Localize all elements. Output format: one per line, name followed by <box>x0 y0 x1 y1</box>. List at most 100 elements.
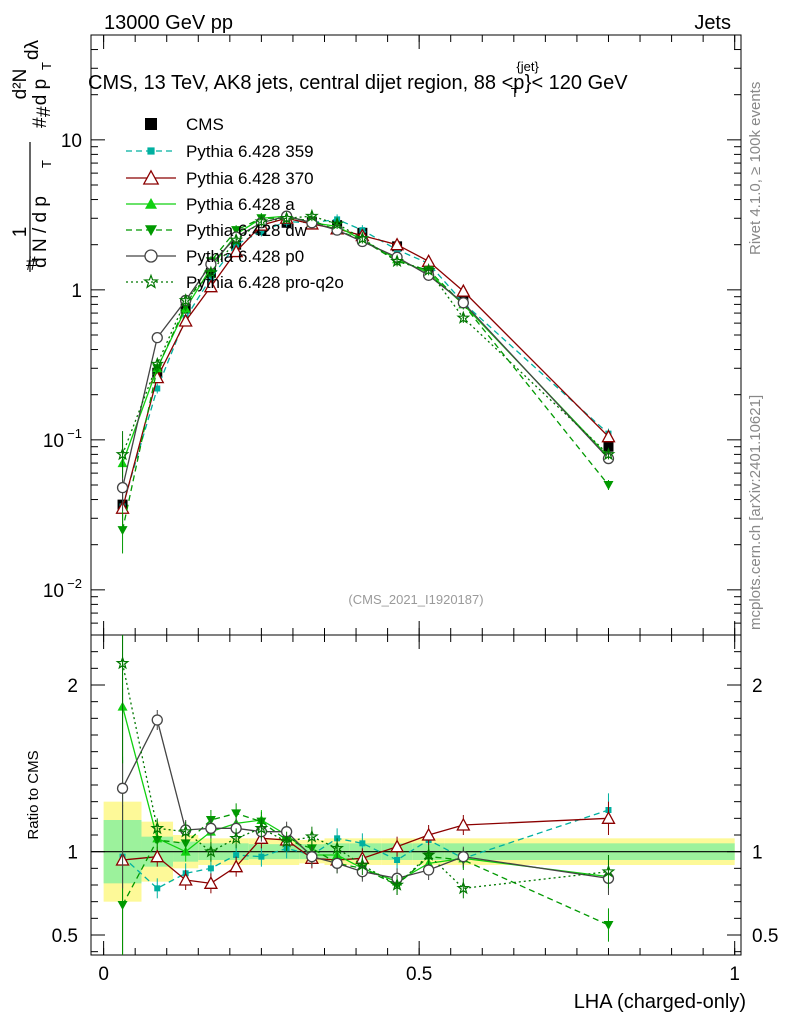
ratio-point <box>116 782 129 794</box>
ratio-y-tick-label: 2 <box>67 676 78 697</box>
ratio-point <box>330 840 344 855</box>
ratio-y-tick-label: 0.5 <box>52 926 78 947</box>
legend-label: CMS <box>186 115 224 134</box>
x-tick-label: 0 <box>98 964 109 985</box>
ratio-point <box>331 857 343 869</box>
data-point <box>421 262 436 277</box>
data-point <box>203 279 218 293</box>
ylabel-dpt: d p <box>30 79 51 105</box>
ratio-point <box>390 877 404 891</box>
series-pythia-6-428-pro-q2o <box>115 208 616 478</box>
legend-entry: Pythia 6.428 dw <box>126 221 308 240</box>
ratio-point <box>151 714 163 726</box>
category-label: Jets <box>694 12 731 34</box>
legend-entry: Pythia 6.428 pro-q2o <box>126 273 344 292</box>
data-point <box>229 232 244 246</box>
ratio-point <box>154 885 161 892</box>
data-point <box>178 293 193 307</box>
x-tick-label: 1 <box>729 964 740 985</box>
series-layer <box>115 208 616 955</box>
data-point <box>231 226 242 236</box>
data-point <box>154 385 161 392</box>
data-point <box>390 254 404 268</box>
legend-marker <box>143 273 159 289</box>
mcplots-label: mcplots.cern.ch [arXiv:2401.10621] <box>747 395 764 630</box>
legend-marker <box>145 198 157 209</box>
data-point <box>229 244 244 258</box>
analysis-id: (CMS_2021_I1920187) <box>348 592 483 607</box>
data-point <box>254 214 269 228</box>
rivet-label: Rivet 4.1.0, ≥ 100k events <box>747 82 764 255</box>
data-point <box>456 310 471 324</box>
ratio-point <box>203 875 218 889</box>
ratio-point <box>601 864 616 878</box>
title-sub: T <box>511 85 519 100</box>
ratio-ylabel: Ratio to CMS <box>25 750 42 839</box>
ratio-y-tick-label-right: 2 <box>752 676 763 697</box>
ratio-point <box>231 809 242 819</box>
ratio-pythia-6-428-pro-q2o <box>115 635 616 899</box>
ylabel-d2n: d²N <box>10 69 31 100</box>
legend-label: Pythia 6.428 370 <box>186 169 314 188</box>
ratio-point <box>258 853 265 860</box>
legend-entry: Pythia 6.428 359 <box>126 142 314 161</box>
uncertainty-bands <box>91 801 741 902</box>
ylabel-hash-1: # <box>26 254 37 275</box>
data-point <box>279 211 294 225</box>
legend-label: Pythia 6.428 a <box>186 195 295 214</box>
ratio-point <box>152 836 163 845</box>
data-point <box>115 447 130 461</box>
ylabel-sub-t2: T <box>39 62 54 70</box>
ylabel-hash-2: # <box>34 106 55 117</box>
title-main: CMS, 13 TeV, AK8 jets, central dijet reg… <box>88 72 524 94</box>
x-axis-label: LHA (charged-only) <box>574 991 746 1013</box>
legend-label: Pythia 6.428 pro-q2o <box>186 273 344 292</box>
data-point <box>116 482 129 494</box>
legend-label: Pythia 6.428 dw <box>186 221 308 240</box>
ylabel-dlambda: dλ <box>22 39 43 60</box>
series-line <box>121 215 609 488</box>
x-tick-label: 0.5 <box>406 964 432 985</box>
ratio-y-tick-label: 1 <box>67 843 78 864</box>
ratio-point <box>601 810 616 824</box>
ratio-point <box>394 857 401 863</box>
legend-marker <box>144 249 158 263</box>
y-tick-label: 10 <box>43 431 64 452</box>
legend-entry: CMS <box>145 115 224 134</box>
data-point <box>304 208 319 223</box>
y-tick-label: 10 <box>61 131 82 152</box>
legend-entry: Pythia 6.428 370 <box>126 169 314 188</box>
ratio-point <box>355 857 370 871</box>
y-tick-exponent: −2 <box>67 576 82 591</box>
main-ylabel: # 1 d N / d p T # d p T d²N # dλ <box>10 39 55 275</box>
ratio-point <box>389 839 405 853</box>
ratio-point <box>207 865 214 872</box>
data-point <box>258 228 265 235</box>
ratio-point <box>457 851 469 863</box>
data-point <box>603 481 614 490</box>
data-point <box>457 297 469 309</box>
ratio-point <box>180 839 191 849</box>
ratio-y-tick-label-right: 1 <box>752 843 763 864</box>
ratio-point <box>456 881 471 895</box>
ratio-point <box>603 921 614 930</box>
ratio-point <box>279 834 294 848</box>
legend-marker <box>147 147 155 155</box>
ratio-point <box>229 831 244 845</box>
ratio-point <box>421 827 436 841</box>
data-point <box>150 356 165 370</box>
data-point <box>603 441 614 452</box>
ratio-point <box>178 824 193 838</box>
ratio-line <box>122 809 609 890</box>
data-point <box>151 332 163 344</box>
data-point <box>601 429 616 443</box>
ylabel-dn-dpt: d N / d p <box>30 196 51 268</box>
ratio-point <box>229 859 244 873</box>
data-point <box>330 216 344 230</box>
ratio-point <box>204 844 218 858</box>
title-end: }< 120 GeV <box>525 72 629 94</box>
ratio-point <box>304 829 319 843</box>
legend-label: Pythia 6.428 p0 <box>186 247 304 266</box>
